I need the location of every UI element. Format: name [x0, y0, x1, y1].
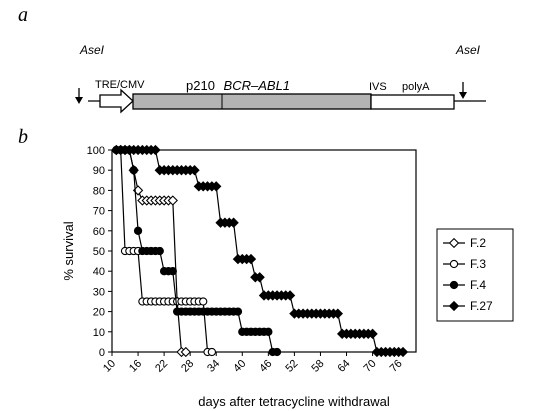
ivs-label: IVS	[369, 81, 387, 93]
legend-f-2-marker	[448, 237, 460, 249]
series-f-2-point	[167, 195, 178, 206]
x-tick-label: 16	[127, 358, 144, 375]
y-axis-title: % survival	[61, 221, 76, 280]
x-tick-label: 10	[101, 358, 118, 375]
series-f-3-point	[199, 297, 208, 306]
y-tick-label: 90	[93, 165, 105, 177]
panel-label-a: a	[18, 4, 28, 26]
series-f-27-point	[228, 217, 239, 228]
series-f-27-point	[150, 144, 161, 156]
x-tick-label: 64	[335, 358, 352, 375]
svg-text:p210 BCR–ABL1: p210 BCR–ABL1	[186, 78, 290, 93]
series-f-27-point	[397, 346, 409, 358]
y-tick-label: 10	[93, 327, 105, 339]
series-f-27-point	[211, 181, 222, 192]
asei-left-label: AseI	[79, 43, 105, 57]
y-tick-label: 100	[87, 145, 105, 157]
x-axis: 10 16 22 28 34 40 46 52 58 64 70 76	[101, 352, 405, 375]
x-tick-label: 40	[231, 358, 248, 375]
x-axis-title: days after tetracycline withdrawal	[198, 394, 390, 409]
series-f-4-point	[133, 226, 143, 235]
promoter-arrow	[99, 88, 134, 114]
promoter-label: TRE/CMV	[95, 79, 145, 91]
y-tick-label: 30	[93, 286, 105, 298]
series-f-4-point	[233, 307, 243, 316]
series-f-27-point	[245, 253, 257, 265]
series-f-27	[111, 144, 409, 358]
polya-label: polyA	[402, 81, 430, 93]
series-f-4-point	[155, 246, 164, 256]
x-tick-label: 28	[179, 358, 196, 375]
series-f-4-point	[264, 327, 273, 336]
legend: F.2 F.3 F.4 F.27	[436, 228, 514, 322]
series-f-2-point	[180, 346, 192, 358]
series-f-27-point	[284, 290, 296, 301]
asei-left-arrowhead	[75, 97, 83, 104]
legend-f-27-label: F.27	[470, 299, 493, 313]
x-tick-label: 58	[309, 358, 326, 375]
series-f-27-point	[332, 308, 344, 319]
y-tick-label: 50	[93, 246, 105, 258]
asei-right-label: AseI	[455, 43, 481, 57]
x-tick-label: 52	[283, 358, 300, 375]
y-axis: 0 10 20 30 40 50 60 70 80 90 100	[87, 145, 112, 359]
legend-f-2-label: F.2	[470, 236, 486, 250]
series-f-4-point	[129, 166, 138, 175]
y-tick-label: 0	[99, 347, 105, 359]
y-tick-label: 20	[93, 307, 105, 319]
panel-label-b: b	[18, 126, 28, 148]
insert-prefix-label: p210	[186, 78, 215, 93]
series-f-3	[112, 145, 217, 357]
series-f-27-point	[254, 272, 265, 283]
legend-f-3-label: F.3	[470, 257, 486, 271]
series-group	[111, 144, 409, 358]
series-f-27-point	[367, 328, 378, 339]
y-tick-label: 80	[93, 185, 105, 197]
series-f-27-point	[189, 165, 200, 176]
y-tick-label: 40	[93, 266, 105, 278]
y-tick-label: 60	[93, 226, 105, 238]
x-tick-label: 34	[205, 358, 222, 375]
insert-gene-label: BCR–ABL1	[224, 78, 290, 93]
x-tick-label: 70	[362, 358, 379, 375]
legend-f-4-marker	[449, 280, 459, 290]
series-f-4-point	[168, 267, 177, 276]
legend-frame	[436, 228, 514, 322]
y-tick-label: 70	[93, 206, 105, 218]
ivs-polya-box	[370, 94, 455, 110]
x-tick-label: 46	[257, 358, 274, 375]
series-f-4-point	[272, 347, 282, 357]
construct-diagram: AseI AseI TRE/CMV p210 BCR–ABL1 IVS poly…	[75, 43, 486, 114]
asei-right-arrowhead	[459, 92, 467, 99]
legend-f-4-label: F.4	[470, 278, 486, 292]
x-tick-label: 76	[388, 358, 405, 375]
legend-f-27-marker	[448, 300, 460, 312]
x-tick-label: 22	[153, 358, 170, 375]
series-f-3-point	[207, 347, 217, 357]
legend-f-3-marker	[449, 259, 459, 269]
